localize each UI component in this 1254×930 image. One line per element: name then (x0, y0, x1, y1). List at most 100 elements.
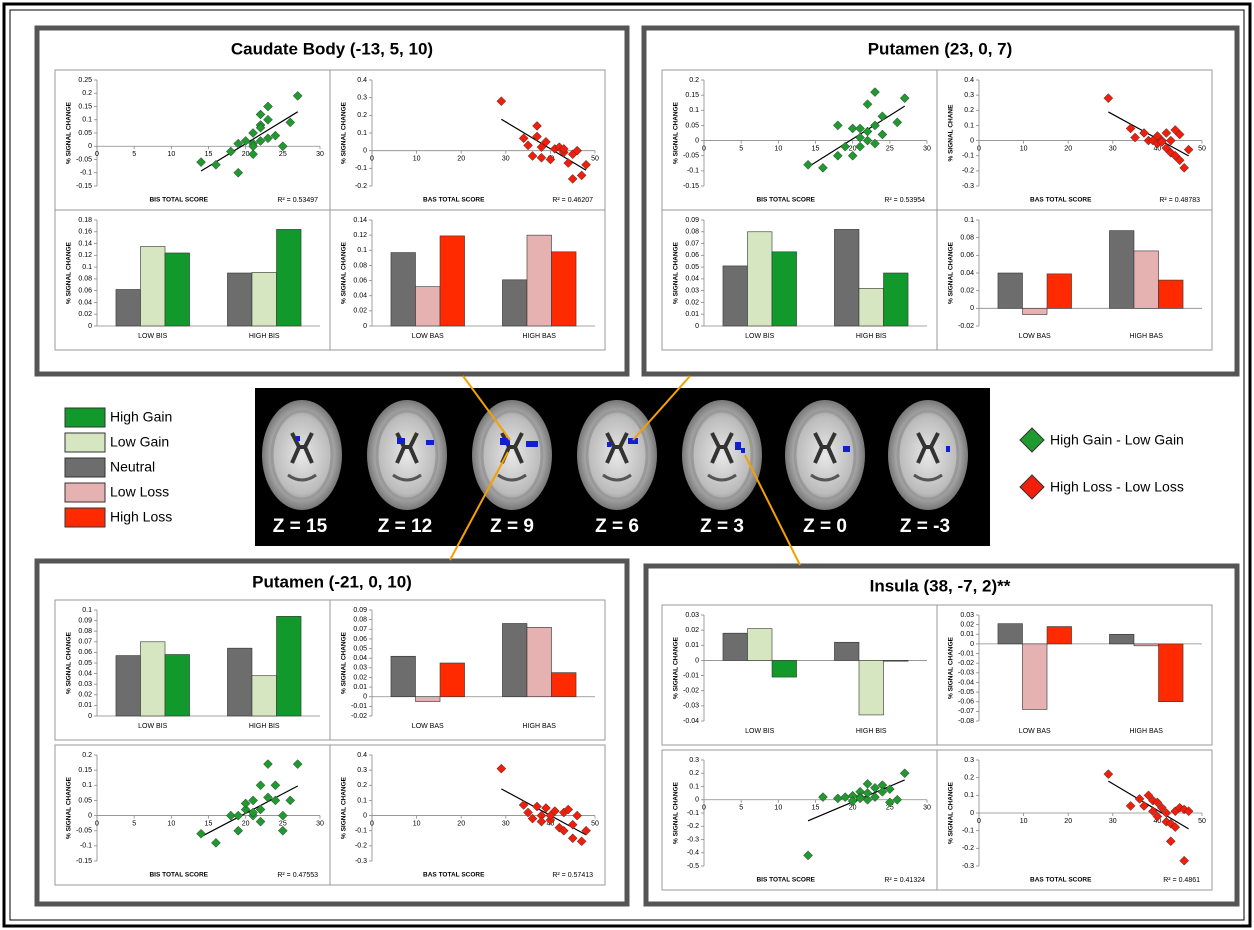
slice-label: Z = 9 (490, 516, 534, 537)
bar (227, 648, 252, 716)
bar (552, 252, 577, 326)
x-tick-label: HIGH BAS (1130, 333, 1164, 340)
x-tick-label: LOW BAS (1019, 333, 1051, 340)
y-axis-label: % SIGNAL CHANE (948, 104, 955, 162)
panel-title: Putamen (23, 0, 7) (868, 39, 1013, 58)
y-tick-label: -0.2 (962, 845, 974, 852)
y-tick-label: 0.04 (960, 270, 974, 277)
y-tick-label: -0.07 (958, 708, 974, 715)
y-tick-label: 0.07 (78, 639, 92, 646)
y-tick-label: -0.04 (958, 679, 974, 686)
y-tick-label: 0.05 (685, 122, 699, 129)
y-tick-label: 0.2 (964, 107, 974, 114)
bar (998, 273, 1023, 308)
bar (116, 656, 141, 716)
x-tick-label: HIGH BAS (1130, 728, 1164, 735)
x-tick-label: 50 (1198, 145, 1206, 152)
bar (1134, 644, 1159, 646)
x-tick-label: 20 (457, 820, 465, 827)
y-tick-label: 0 (695, 657, 699, 664)
y-tick-label: 0.1 (357, 247, 367, 254)
bar (747, 629, 772, 661)
r-squared: R² = 0.53954 (884, 197, 925, 204)
y-tick-label: 0.1 (964, 792, 974, 799)
y-tick-label: 0.04 (353, 655, 367, 662)
y-tick-label: -0.05 (683, 153, 699, 160)
r-squared: R² = 0.53497 (277, 197, 318, 204)
legend-swatch (65, 458, 105, 477)
x-tick-label: 30 (923, 145, 931, 152)
y-tick-label: 0.06 (685, 252, 699, 259)
y-tick-label: -0.05 (76, 828, 92, 835)
y-tick-label: 0.06 (78, 649, 92, 656)
bar (884, 273, 909, 326)
y-tick-label: 0.15 (78, 767, 92, 774)
y-tick-label: 0.1 (357, 797, 367, 804)
x-axis-label: BIS TOTAL SCORE (149, 872, 208, 879)
x-tick-label: 30 (923, 805, 931, 812)
bar (527, 235, 552, 326)
bar (116, 289, 141, 326)
y-tick-label: 0 (88, 713, 92, 720)
r-squared: R² = 0.57413 (552, 872, 593, 879)
x-tick-label: 5 (739, 805, 743, 812)
bar (440, 236, 465, 326)
x-axis-label: BIS TOTAL SCORE (756, 197, 815, 204)
bar (859, 660, 884, 715)
y-tick-label: -0.2 (355, 843, 367, 850)
y-tick-label: 0.05 (78, 660, 92, 667)
chart-cell (330, 70, 605, 210)
x-tick-label: 10 (774, 145, 782, 152)
x-tick-label: HIGH BIS (249, 723, 280, 730)
x-tick-label: 25 (886, 145, 894, 152)
panel-title: Caudate Body (-13, 5, 10) (231, 39, 433, 58)
y-tick-label: 0.3 (689, 757, 699, 764)
y-tick-label: 0.03 (960, 612, 974, 619)
y-tick-label: 0.2 (357, 112, 367, 119)
bar (527, 627, 552, 696)
y-tick-label: 0.3 (357, 95, 367, 102)
y-tick-label: 0 (970, 305, 974, 312)
y-axis-label: % SIGNAL CHANGE (66, 101, 73, 164)
y-tick-label: -0.02 (683, 688, 699, 695)
legend-label: High Gain (110, 409, 172, 425)
bar (165, 655, 190, 716)
x-tick-label: 20 (242, 151, 250, 158)
y-tick-label: -0.1 (962, 153, 974, 160)
bar (391, 656, 416, 696)
y-tick-label: -0.03 (683, 703, 699, 710)
y-tick-label: 0.08 (685, 229, 699, 236)
y-tick-label: -0.1 (80, 843, 92, 850)
y-tick-label: 0.15 (78, 103, 92, 110)
y-tick-label: 0.02 (685, 299, 699, 306)
y-tick-label: -0.3 (687, 836, 699, 843)
y-tick-label: 0.05 (78, 130, 92, 137)
y-tick-label: 0.08 (78, 628, 92, 635)
y-tick-label: 0.09 (78, 617, 92, 624)
x-tick-label: 20 (1064, 145, 1072, 152)
y-tick-label: 0.02 (960, 621, 974, 628)
y-tick-label: 0.15 (685, 92, 699, 99)
chart-cell (55, 70, 330, 210)
y-tick-label: 0.09 (685, 217, 699, 224)
y-tick-label: 0.05 (353, 645, 367, 652)
y-tick-label: 0.4 (964, 77, 974, 84)
bar (1022, 308, 1047, 314)
y-tick-label: 0 (970, 810, 974, 817)
legend-swatch (65, 483, 105, 502)
y-tick-label: 0 (695, 137, 699, 144)
bar (277, 229, 302, 326)
legend-marker (1020, 475, 1044, 499)
x-axis-label: BIS TOTAL SCORE (756, 877, 815, 884)
legend-label: High Gain - Low Gain (1050, 432, 1184, 448)
x-tick-label: 10 (1020, 818, 1028, 825)
x-tick-label: 30 (502, 156, 510, 163)
y-tick-label: -0.03 (958, 670, 974, 677)
bar (227, 273, 252, 326)
x-tick-label: LOW BIS (745, 728, 775, 735)
y-tick-label: 0.2 (689, 770, 699, 777)
bar (391, 253, 416, 326)
x-tick-label: 10 (413, 156, 421, 163)
y-tick-label: -0.3 (962, 863, 974, 870)
x-axis-label: BAS TOTAL SCORE (1030, 877, 1092, 884)
